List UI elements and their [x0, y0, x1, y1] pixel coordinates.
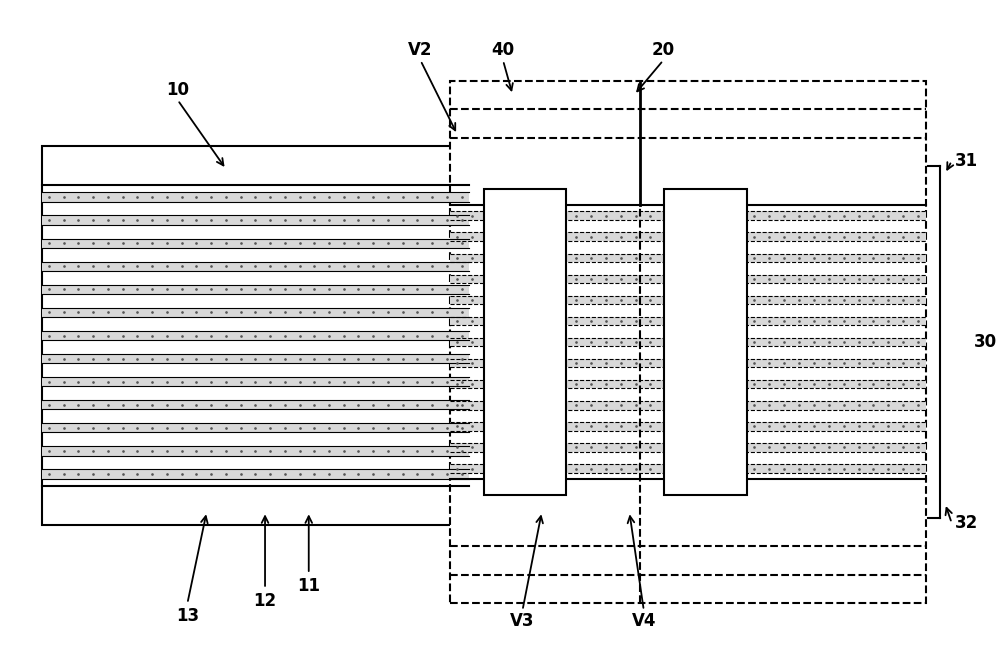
Bar — [450, 401, 926, 409]
Text: 20: 20 — [652, 41, 675, 59]
Bar — [450, 295, 926, 304]
Text: 12: 12 — [253, 592, 277, 610]
Bar — [450, 316, 926, 325]
Bar — [42, 192, 469, 201]
Text: V3: V3 — [510, 611, 535, 630]
Bar — [450, 338, 926, 346]
Bar — [42, 215, 469, 225]
Bar — [42, 239, 469, 248]
Bar — [42, 400, 469, 409]
Bar — [42, 423, 469, 432]
Bar — [450, 359, 926, 367]
Bar — [450, 274, 926, 283]
Text: 40: 40 — [491, 41, 515, 59]
Bar — [42, 377, 469, 386]
Text: V2: V2 — [408, 41, 433, 59]
Bar — [42, 446, 469, 455]
Bar — [42, 331, 469, 340]
Bar — [42, 146, 469, 524]
Bar — [450, 232, 926, 241]
Text: 32: 32 — [955, 514, 978, 532]
Text: 11: 11 — [297, 577, 320, 595]
Bar — [42, 308, 469, 317]
Text: 31: 31 — [955, 152, 978, 170]
Text: 10: 10 — [166, 81, 189, 99]
Bar — [664, 189, 747, 495]
Bar — [484, 189, 566, 495]
Bar — [42, 354, 469, 363]
Bar — [450, 422, 926, 430]
Text: 30: 30 — [974, 333, 997, 351]
Bar — [42, 262, 469, 271]
Bar — [450, 211, 926, 220]
Bar — [450, 253, 926, 262]
Bar — [42, 285, 469, 294]
Text: 13: 13 — [176, 607, 199, 624]
Bar — [42, 469, 469, 478]
Text: V4: V4 — [632, 611, 656, 630]
Bar — [450, 81, 926, 603]
Bar — [450, 380, 926, 388]
Bar — [450, 465, 926, 472]
Bar — [450, 443, 926, 451]
